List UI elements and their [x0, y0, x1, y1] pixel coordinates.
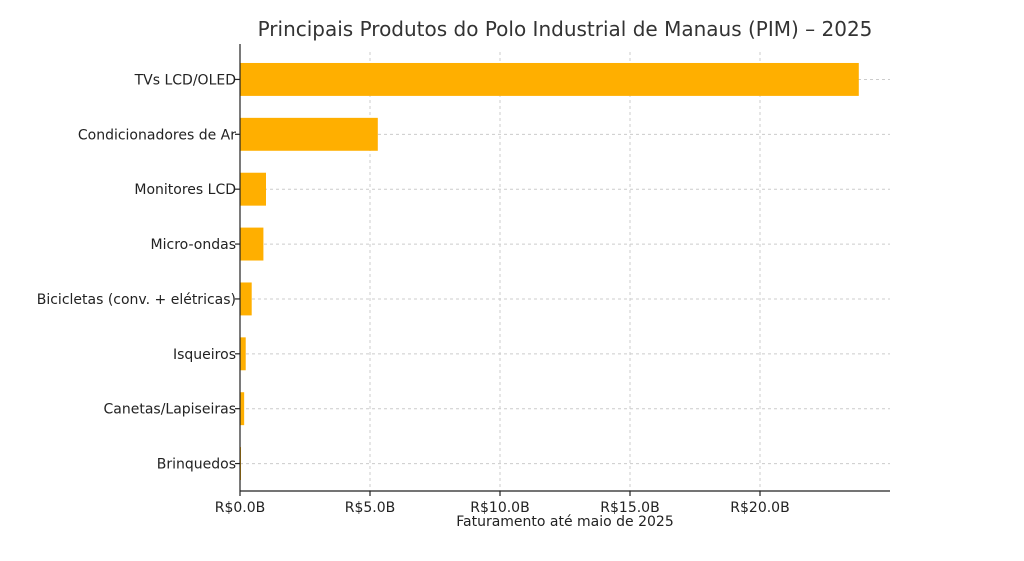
bar-5 — [240, 337, 246, 371]
category-labels: TVs LCD/OLED Condicionadores de Ar Monitor… — [37, 72, 240, 473]
bar-3 — [240, 227, 264, 261]
category-label-6: Canetas/Lapiseiras — [103, 402, 236, 418]
x-tick-label-1: R$5.0B — [345, 500, 396, 516]
x-tick-label-4: R$20.0B — [730, 500, 789, 516]
category-label-7: Brinquedos — [157, 457, 236, 473]
bar-4 — [240, 282, 252, 316]
bar-2 — [240, 172, 266, 206]
bars — [240, 62, 859, 481]
category-label-4: Bicicletas (conv. + elétricas) — [37, 292, 236, 308]
x-tick-label-0: R$0.0B — [215, 500, 266, 516]
category-label-0: TVs LCD/OLED — [134, 72, 236, 88]
category-label-3: Micro-ondas — [151, 237, 236, 253]
bar-6 — [240, 392, 245, 426]
bar-0 — [240, 62, 859, 96]
x-axis-ticks: R$0.0B R$5.0B R$10.0B R$15.0B R$20.0B — [215, 491, 790, 516]
x-tick-label-2: R$10.0B — [470, 500, 529, 516]
category-label-5: Isqueiros — [173, 347, 236, 363]
category-label-1: Condicionadores de Ar — [78, 127, 236, 143]
bar-1 — [240, 117, 378, 151]
x-axis-label: Faturamento até maio de 2025 — [456, 514, 674, 530]
category-label-2: Monitores LCD — [134, 182, 236, 198]
x-tick-label-3: R$15.0B — [600, 500, 659, 516]
chart-title: Principais Produtos do Polo Industrial d… — [258, 17, 873, 41]
